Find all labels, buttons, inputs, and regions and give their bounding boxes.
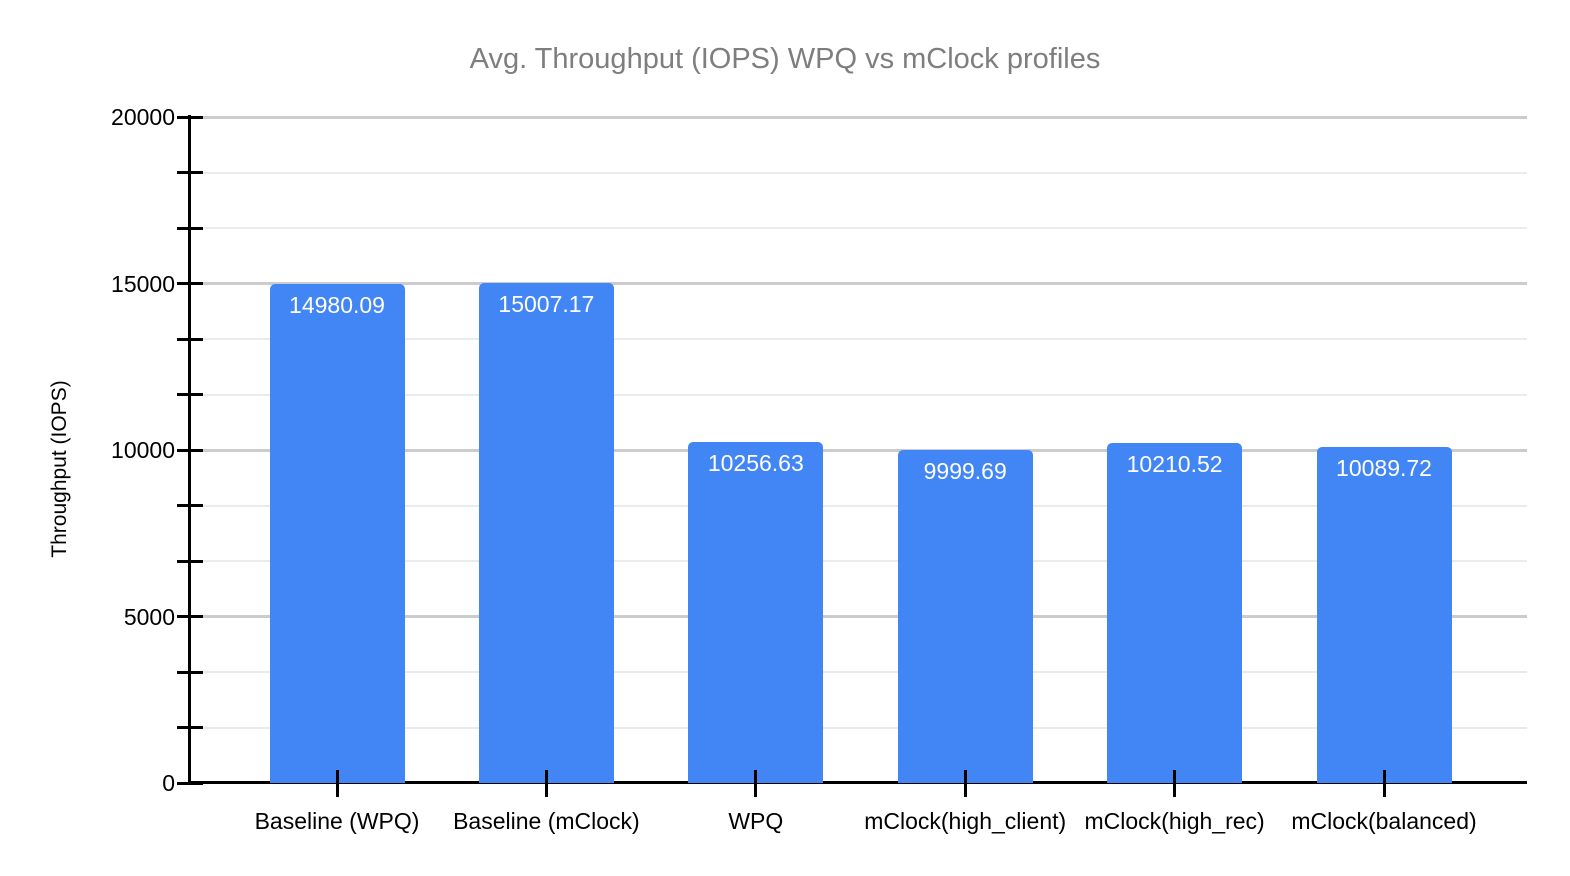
minor-gridline: [192, 671, 1527, 673]
bar[interactable]: 15007.17: [478, 283, 614, 783]
x-category-label: mClock(high_rec): [1084, 808, 1265, 834]
bar-value-label: 10210.52: [1126, 451, 1223, 477]
bar[interactable]: 14980.09: [269, 284, 405, 783]
x-axis-line: [188, 781, 1527, 784]
y-tick-label: 20000: [111, 104, 175, 130]
bar[interactable]: 10210.52: [1107, 443, 1243, 783]
x-axis-tick: [544, 770, 548, 797]
bar[interactable]: 9999.69: [897, 450, 1033, 783]
bar[interactable]: 10089.72: [1316, 447, 1452, 783]
x-axis-tick: [963, 770, 967, 797]
x-category-label: WPQ: [728, 808, 784, 834]
major-gridline: [192, 115, 1527, 119]
major-gridline: [192, 282, 1527, 285]
bar[interactable]: 10256.63: [688, 441, 824, 783]
bar-value-label: 9999.69: [923, 458, 1007, 484]
x-axis-tick: [335, 770, 339, 797]
y-tick-label: 10000: [111, 437, 175, 463]
y-tick-label: 5000: [123, 603, 175, 630]
major-gridline: [192, 615, 1527, 618]
y-tick-label: 0: [162, 770, 175, 796]
minor-gridline: [192, 726, 1527, 729]
chart-title: Avg. Throughput (IOPS) WPQ vs mClock pro…: [469, 43, 1101, 75]
minor-gridline: [192, 171, 1527, 174]
minor-gridline: [192, 504, 1527, 507]
bar-value-label: 15007.17: [498, 291, 595, 318]
x-category-label: Baseline (mClock): [453, 808, 640, 834]
x-axis-tick: [1173, 770, 1177, 797]
x-category-label: mClock(high_client): [864, 808, 1067, 834]
x-axis-tick: [1382, 770, 1386, 797]
major-gridline: [192, 448, 1527, 452]
x-category-label: Baseline (WPQ): [254, 808, 420, 834]
bar-value-label: 10256.63: [707, 449, 804, 476]
y-axis-title: Throughput (IOPS): [48, 380, 71, 558]
minor-gridline: [192, 393, 1527, 396]
y-tick-label: 15000: [111, 270, 175, 297]
y-axis-line: [188, 115, 191, 785]
x-axis-tick: [754, 770, 758, 797]
x-category-label: mClock(balanced): [1291, 808, 1477, 834]
minor-gridline: [192, 560, 1527, 562]
bar-value-label: 14980.09: [289, 292, 385, 319]
minor-gridline: [192, 338, 1527, 340]
bar-value-label: 10089.72: [1336, 455, 1432, 481]
minor-gridline: [192, 227, 1527, 229]
